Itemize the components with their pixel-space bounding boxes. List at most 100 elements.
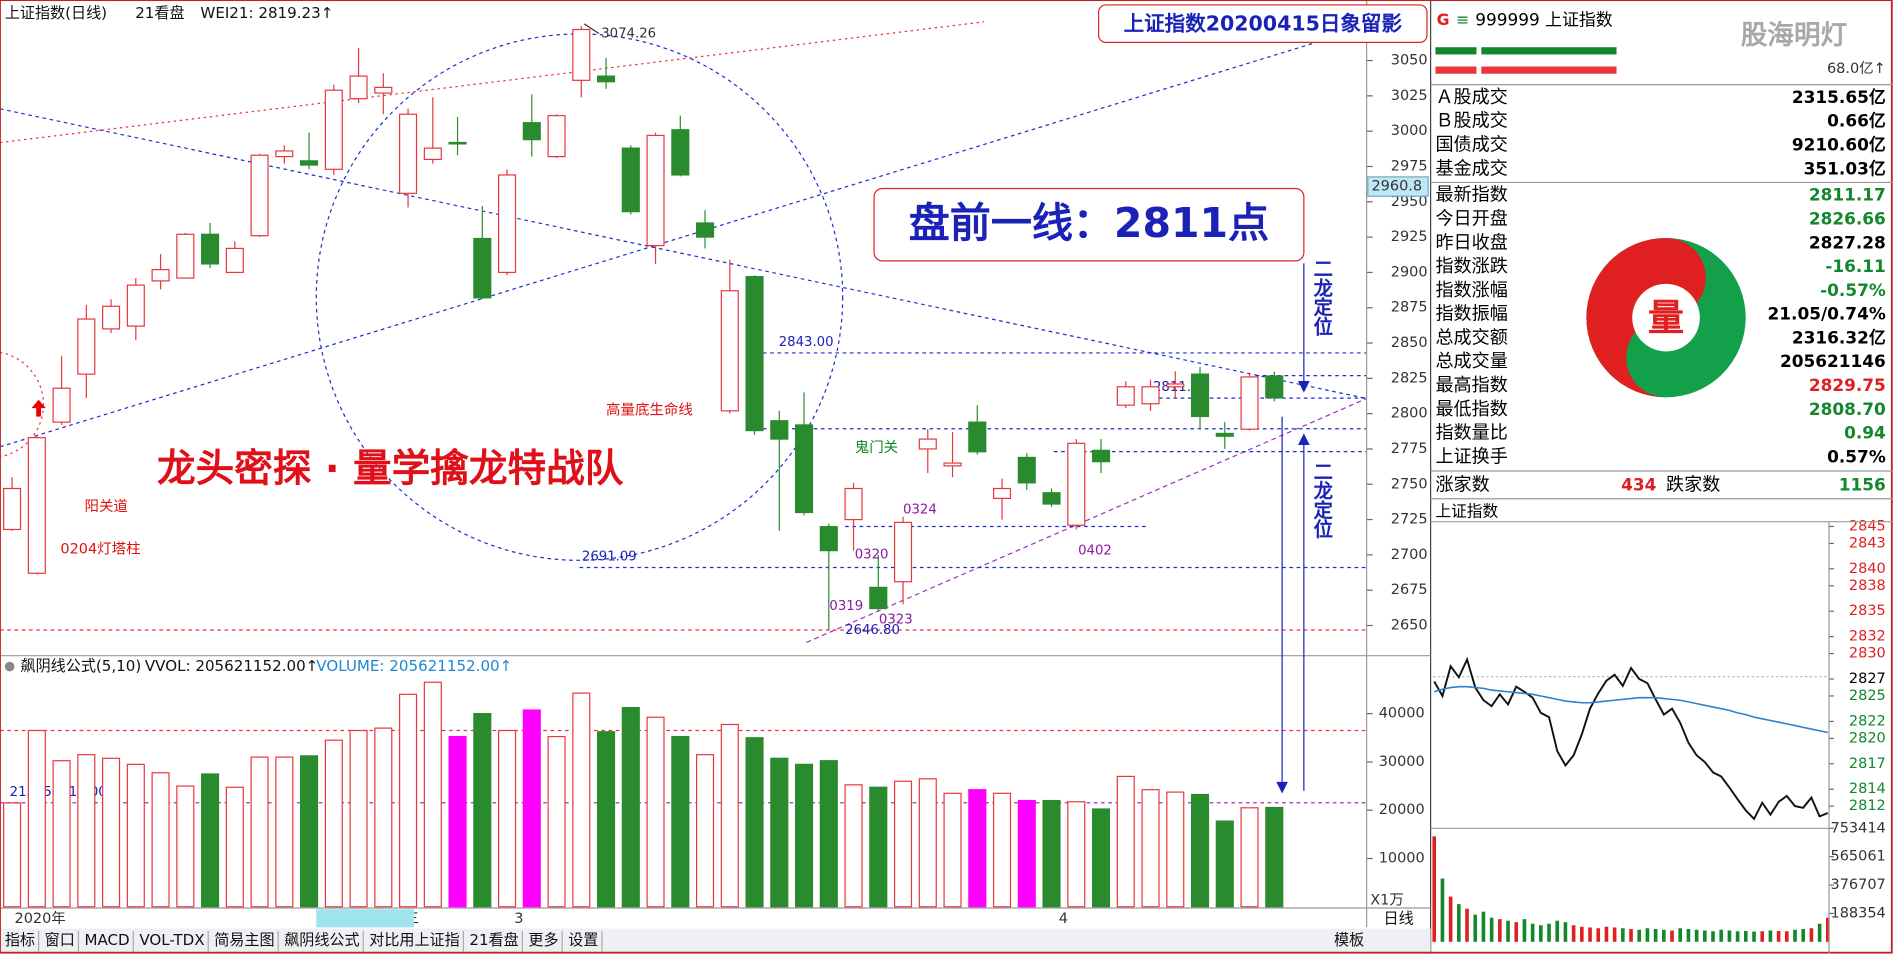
intraday-volume-bar (1744, 930, 1748, 942)
candle-body (1067, 442, 1086, 526)
intraday-volume-bar (1809, 928, 1814, 942)
volume-bar (497, 729, 517, 908)
toolbar-button[interactable]: MACD (84, 931, 129, 949)
candle-body (473, 237, 492, 299)
intraday-volume-bar (1555, 920, 1560, 942)
point-marker (583, 23, 600, 35)
candle-body (1240, 376, 1259, 430)
intraday-volume-bar (1448, 896, 1453, 942)
candle-body (27, 437, 46, 574)
toolbar-button[interactable]: 简易主图 (214, 931, 274, 949)
toolbar-button[interactable]: 设置 (568, 931, 598, 949)
toolbar-button[interactable]: 更多 (528, 931, 558, 949)
toolbar-button[interactable]: 21看盘 (469, 931, 518, 949)
row-value: 9210.60亿 (1792, 134, 1886, 154)
candle-body (596, 75, 616, 83)
volume-bar (819, 760, 838, 908)
candle-body (52, 387, 71, 423)
price-label: 2646.80 (845, 623, 900, 638)
headline-box (873, 187, 1305, 262)
candle-body (3, 487, 22, 531)
intraday-volume-bar (1539, 925, 1543, 942)
candle-body (201, 233, 220, 265)
y-tick-label: 2850 (1391, 335, 1428, 351)
volume-bar (275, 756, 294, 908)
row-label: 总成交量 (1435, 351, 1507, 372)
candle-body (126, 284, 145, 327)
toolbar-button[interactable]: 窗口 (45, 931, 75, 949)
candle-body (646, 134, 665, 247)
y-tick-label: 3000 (1391, 123, 1428, 139)
volume-bar (893, 780, 913, 908)
intraday-volume-bar (1481, 911, 1486, 942)
volume-bar (201, 773, 220, 908)
intraday-volume-bar (1596, 928, 1601, 942)
row-label: 国债成交 (1435, 134, 1507, 155)
toolbar-button[interactable]: 指标 (5, 931, 35, 949)
volume-bar (3, 802, 22, 908)
note: 0319 (829, 599, 863, 614)
price-label: 2691.09 (582, 550, 637, 565)
row-label: 指数涨幅 (1435, 280, 1507, 301)
chart-subtitle: 21看盘 (135, 4, 184, 22)
banner: 上证指数20200415日象留影 (1124, 11, 1403, 35)
y-tick-label: 2840 (1849, 561, 1886, 577)
row-value: -0.57% (1820, 280, 1886, 300)
panel-icon: ≡ (1456, 10, 1469, 29)
row-value: 2826.66 (1809, 208, 1886, 228)
up-arrow (31, 399, 46, 417)
volume-bar (522, 709, 541, 908)
volume-bar (621, 706, 640, 908)
volume-bar (745, 737, 764, 908)
row-value: 2315.65亿 (1792, 87, 1886, 107)
panel-code: 999999 上证指数 (1475, 10, 1613, 30)
row-value: 2808.70 (1809, 399, 1886, 419)
intraday-volume-bar (1784, 931, 1789, 942)
price-chart: 2650 2675 2700 2725 2750 2775 2800 2825 2850 2875… (0, 23, 1429, 927)
y-tick-label: 2650 (1391, 618, 1428, 634)
y-tick-label: 2838 (1849, 578, 1886, 594)
x-tick-label: 4 (1059, 911, 1068, 927)
advance-label: 涨家数 (1435, 474, 1489, 495)
volume-bar (547, 735, 566, 908)
toolbar-button[interactable]: 模板 (1334, 931, 1364, 949)
toolbar-button[interactable]: 对比用上证指 (369, 931, 459, 949)
candle-body (943, 462, 962, 467)
y-tick-label: 2975 (1391, 158, 1428, 174)
candle-body (794, 424, 814, 514)
candle-body (102, 305, 121, 330)
y-tick-label: 2875 (1391, 300, 1428, 316)
logo-text: 量 (1648, 296, 1684, 339)
row-value: -16.11 (1825, 256, 1885, 276)
volume-bar (473, 713, 492, 908)
note: 0324 (903, 503, 937, 518)
row-label: 今日开盘 (1435, 208, 1507, 229)
volume-bar (943, 792, 962, 908)
toolbar-button[interactable]: 飙阴线公式 (284, 931, 359, 949)
row-label: Ａ股成交 (1435, 87, 1507, 108)
y-tick-label: 2925 (1391, 229, 1428, 245)
volume-bar (1166, 791, 1185, 908)
row-value: 0.57% (1827, 446, 1886, 466)
candle-body (1190, 373, 1210, 418)
volume-bar (324, 739, 343, 908)
candle-body (695, 222, 715, 238)
volume-bar (399, 693, 418, 908)
volume-bar (794, 763, 814, 908)
toolbar-button[interactable]: 日线 (1384, 909, 1414, 927)
candle-body (250, 154, 269, 237)
row-value: 0.94 (1844, 423, 1886, 443)
intraday-volume-bar (1727, 930, 1732, 942)
x-tick-label: 3 (514, 911, 523, 927)
row-label: 总成交额 (1435, 327, 1507, 348)
toolbar-button[interactable]: VOL-TDX (139, 931, 204, 949)
volume-bar (374, 727, 393, 908)
note: 二龙定位 (1310, 258, 1333, 336)
candle-body (1215, 432, 1234, 437)
candle-body (1091, 449, 1111, 463)
row-value: 2827.28 (1809, 232, 1886, 252)
intraday-volume-bar (1457, 904, 1461, 942)
